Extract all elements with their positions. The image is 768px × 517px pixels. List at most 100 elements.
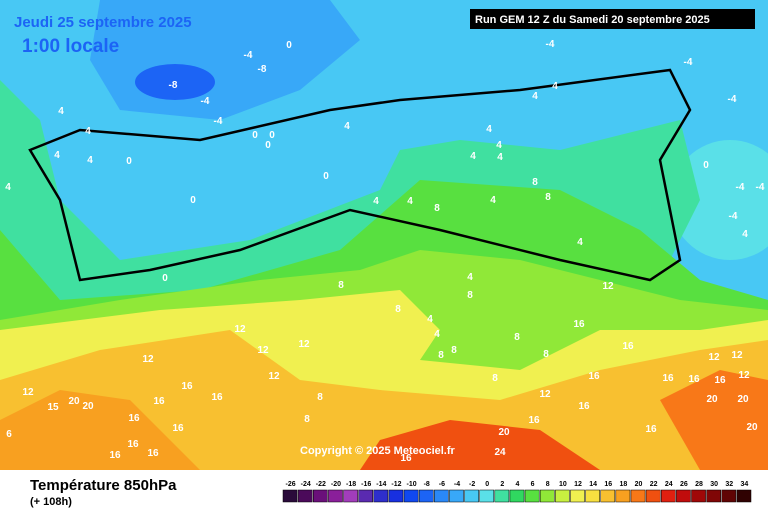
legend-swatch <box>403 489 419 503</box>
contour-label: 8 <box>545 192 551 203</box>
legend-swatch <box>645 489 661 503</box>
contour-label: 12 <box>731 350 743 361</box>
contour-label: 4 <box>577 237 583 248</box>
contour-label: -4 <box>684 57 693 68</box>
contour-label: 16 <box>645 424 657 435</box>
legend-label: 20 <box>635 481 643 488</box>
contour-label: 4 <box>497 152 503 163</box>
contour-label: 16 <box>588 371 600 382</box>
legend-swatch <box>539 489 555 503</box>
contour-label: 4 <box>467 272 473 283</box>
contour-label: 4 <box>434 329 440 340</box>
legend-label: -24 <box>301 481 311 488</box>
contour-label: 4 <box>54 150 60 161</box>
map-background <box>0 0 768 470</box>
contour-label: 24 <box>494 447 506 458</box>
legend-swatch <box>524 489 540 503</box>
contour-label: 12 <box>268 371 280 382</box>
legend-label: -8 <box>424 481 430 488</box>
contour-label: 8 <box>395 304 401 315</box>
legend-label: 6 <box>531 481 535 488</box>
contour-label: 12 <box>142 354 154 365</box>
legend-label: 18 <box>620 481 628 488</box>
legend-swatch <box>509 489 525 503</box>
contour-label: -4 <box>201 96 210 107</box>
run-text: Run GEM 12 Z du Samedi 20 septembre 2025 <box>475 14 710 26</box>
legend-label: 22 <box>650 481 658 488</box>
legend-label: 16 <box>604 481 612 488</box>
footer-title: Température 850hPa <box>30 477 177 494</box>
contour-label: 12 <box>602 281 614 292</box>
contour-label: 8 <box>543 349 549 360</box>
contour-label: 8 <box>514 332 520 343</box>
contour-label: 4 <box>373 196 379 207</box>
contour-label: 0 <box>190 195 196 206</box>
run-box <box>470 9 755 29</box>
legend-label: 12 <box>574 481 582 488</box>
legend-swatch <box>615 489 631 503</box>
contour-label: 4 <box>58 106 64 117</box>
contour-label: -4 <box>756 182 765 193</box>
legend-swatch <box>373 489 389 503</box>
copyright: Copyright © 2025 Meteociel.fr <box>300 445 456 457</box>
contour-label: 20 <box>68 396 80 407</box>
contour-label: 16 <box>714 375 726 386</box>
legend-label: -18 <box>346 481 356 488</box>
contour-label: 20 <box>498 427 510 438</box>
footer-lead: (+ 108h) <box>30 496 72 508</box>
contour-label: 8 <box>317 392 323 403</box>
contour-label: 12 <box>22 387 34 398</box>
contour-label: 6 <box>6 429 12 440</box>
legend-swatch <box>691 489 706 503</box>
legend-swatch <box>600 489 616 503</box>
contour-label: 0 <box>162 273 168 284</box>
contour-label: 0 <box>286 40 292 51</box>
legend-label: 2 <box>500 481 504 488</box>
legend-swatch <box>388 489 404 503</box>
legend-swatch <box>479 489 495 503</box>
contour-label: 16 <box>127 439 139 450</box>
contour-label: 4 <box>407 196 413 207</box>
contour-label: 4 <box>85 126 91 137</box>
legend-swatch <box>494 489 510 503</box>
contour-label: 4 <box>490 195 496 206</box>
contour-label: 0 <box>703 160 709 171</box>
contour-label: 8 <box>532 177 538 188</box>
contour-label: 12 <box>738 370 750 381</box>
legend-swatch <box>313 489 328 503</box>
contour-label: 20 <box>706 394 718 405</box>
legend-swatch <box>676 489 691 503</box>
contour-label: 0 <box>252 130 258 141</box>
legend-swatch <box>706 489 721 503</box>
legend-swatch <box>464 489 479 503</box>
legend-swatch <box>555 489 570 503</box>
contour-label: -4 <box>244 50 253 61</box>
contour-label: 16 <box>109 450 121 461</box>
legend-swatch <box>297 489 313 503</box>
contour-label: 4 <box>532 91 538 102</box>
legend-swatch <box>358 489 374 503</box>
legend-label: 32 <box>725 481 733 488</box>
contour-label: 0 <box>323 171 329 182</box>
legend-label: 30 <box>710 481 718 488</box>
contour-label: 8 <box>451 345 457 356</box>
contour-label: -8 <box>169 80 178 91</box>
contour-label: 4 <box>427 314 433 325</box>
legend-swatch <box>570 489 585 503</box>
legend-label: 10 <box>559 481 567 488</box>
legend-label: -14 <box>376 481 386 488</box>
contour-label: -4 <box>736 182 745 193</box>
contour-label: 12 <box>708 352 720 363</box>
contour-label: 16 <box>688 374 700 385</box>
legend-label: 4 <box>516 481 520 488</box>
contour-label: 0 <box>265 140 271 151</box>
contour-label: -8 <box>258 64 267 75</box>
contour-label: -4 <box>214 116 223 127</box>
legend-label: -16 <box>361 481 371 488</box>
contour-label: -4 <box>729 211 738 222</box>
contour-label: -4 <box>728 94 737 105</box>
contour-label: 16 <box>181 381 193 392</box>
contour-label: 8 <box>338 280 344 291</box>
contour-label: 16 <box>172 423 184 434</box>
